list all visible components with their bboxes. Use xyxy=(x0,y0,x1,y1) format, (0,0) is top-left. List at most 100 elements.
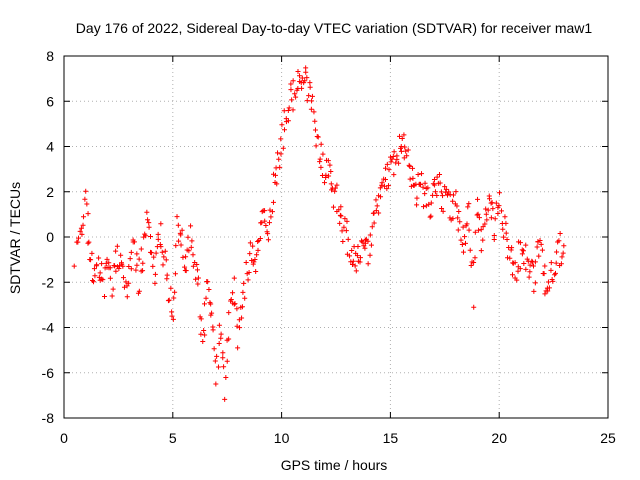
data-point xyxy=(317,156,323,162)
data-point xyxy=(218,331,224,337)
data-point xyxy=(342,216,348,222)
data-point xyxy=(480,224,486,230)
data-point xyxy=(446,189,452,195)
data-point xyxy=(193,276,199,282)
data-point xyxy=(280,145,286,151)
data-point xyxy=(226,310,232,316)
data-point xyxy=(422,191,428,197)
data-point xyxy=(367,252,373,258)
data-point xyxy=(148,233,154,239)
data-point xyxy=(504,237,510,243)
data-point xyxy=(338,204,344,210)
data-point xyxy=(178,232,184,238)
data-point xyxy=(71,263,77,269)
data-point xyxy=(206,287,212,293)
data-point xyxy=(186,248,192,254)
data-point xyxy=(307,84,313,90)
data-point xyxy=(478,248,484,254)
data-point xyxy=(475,196,481,202)
data-point xyxy=(176,238,182,244)
data-point xyxy=(336,207,342,213)
data-point xyxy=(556,238,562,244)
data-point xyxy=(209,310,215,316)
data-point xyxy=(458,237,464,243)
data-point xyxy=(338,213,344,219)
data-point xyxy=(523,242,529,248)
data-point xyxy=(320,151,326,157)
x-tick-label: 0 xyxy=(60,430,68,446)
data-point xyxy=(202,332,208,338)
data-point xyxy=(357,255,363,261)
data-point xyxy=(128,249,134,255)
data-point xyxy=(437,180,443,186)
data-point xyxy=(262,218,268,224)
data-point xyxy=(483,206,489,212)
x-tick-label: 20 xyxy=(491,430,507,446)
data-point xyxy=(560,250,566,256)
data-point xyxy=(114,243,120,249)
data-point xyxy=(378,194,384,200)
data-point xyxy=(379,180,385,186)
data-point xyxy=(120,275,126,281)
data-point xyxy=(371,220,377,226)
data-point xyxy=(480,237,486,243)
data-point xyxy=(476,227,482,233)
data-point xyxy=(486,196,492,202)
data-point xyxy=(362,240,368,246)
data-point xyxy=(303,69,309,75)
data-point xyxy=(442,184,448,190)
data-point xyxy=(194,261,200,267)
data-point xyxy=(472,229,478,235)
data-point xyxy=(343,228,349,234)
data-point xyxy=(460,249,466,255)
data-point xyxy=(232,301,238,307)
data-point xyxy=(297,73,303,79)
data-point xyxy=(509,245,515,251)
data-point xyxy=(398,148,404,154)
data-point xyxy=(220,355,226,361)
data-point xyxy=(472,255,478,261)
data-point xyxy=(188,244,194,250)
data-point xyxy=(521,261,527,267)
data-point xyxy=(128,266,134,272)
data-point xyxy=(410,165,416,171)
data-point xyxy=(491,232,497,238)
data-point xyxy=(180,254,186,260)
data-point xyxy=(231,275,237,281)
data-point xyxy=(91,266,97,272)
data-point xyxy=(450,198,456,204)
data-point xyxy=(166,297,172,303)
data-point xyxy=(391,149,397,155)
data-point xyxy=(133,267,139,273)
data-point xyxy=(75,239,81,245)
data-point xyxy=(365,261,371,267)
data-point xyxy=(503,220,509,226)
data-point xyxy=(242,295,248,301)
data-point xyxy=(127,256,133,262)
data-point xyxy=(152,271,158,277)
data-point xyxy=(373,197,379,203)
data-point xyxy=(304,98,310,104)
data-point xyxy=(239,315,245,321)
data-point xyxy=(517,240,523,246)
data-point xyxy=(404,153,410,159)
data-point xyxy=(332,188,338,194)
data-point xyxy=(510,272,516,278)
data-point xyxy=(326,173,332,179)
data-point xyxy=(328,181,334,187)
data-point xyxy=(194,267,200,273)
x-axis-label: GPS time / hours xyxy=(281,457,388,473)
data-point xyxy=(330,204,336,210)
data-point xyxy=(285,108,291,114)
data-point xyxy=(315,134,321,140)
data-point xyxy=(234,306,240,312)
data-point xyxy=(76,235,82,241)
data-point xyxy=(536,253,542,259)
data-point xyxy=(124,283,130,289)
data-point xyxy=(276,156,282,162)
data-point xyxy=(136,256,142,262)
data-point xyxy=(414,195,420,201)
data-point xyxy=(120,263,126,269)
data-point xyxy=(169,309,175,315)
data-point xyxy=(118,252,124,258)
